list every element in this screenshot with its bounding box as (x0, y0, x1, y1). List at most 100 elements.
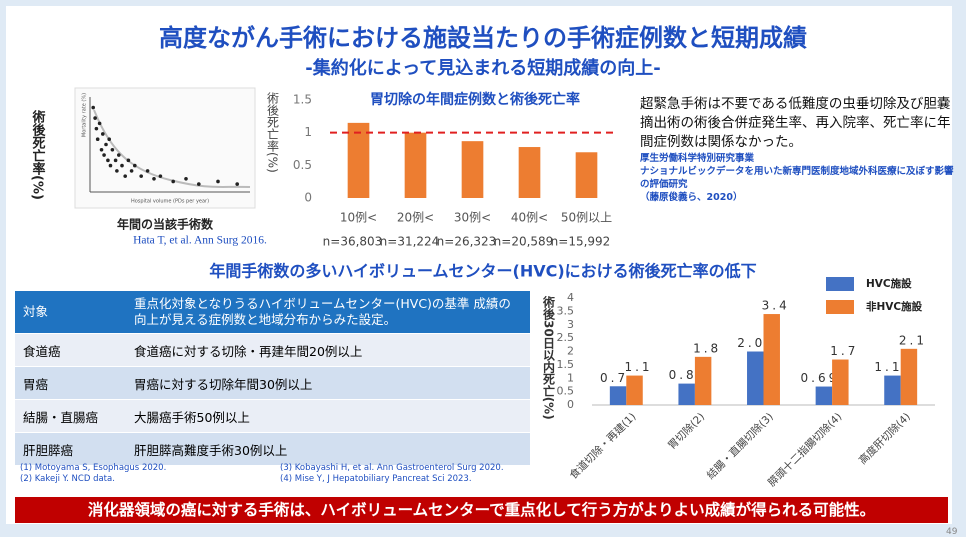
point (133, 163, 137, 168)
point (235, 182, 239, 186)
legend-label: HVC施設 (866, 277, 912, 290)
y-tick-label: 2.5 (557, 331, 575, 344)
point (97, 121, 102, 126)
bar (518, 147, 541, 198)
point (113, 158, 118, 163)
y-axis-label: Mortality rate (%) (82, 93, 88, 137)
table-cell: 食道癌 (15, 333, 126, 367)
y-tick-label: 3 (567, 318, 574, 331)
y-tick-label: 1.5 (293, 93, 312, 107)
point (158, 174, 163, 178)
legend-swatch (826, 277, 854, 291)
subtitle: -集約化によって見込まれる短期成績の向上- (305, 57, 661, 79)
value-label: 1.8 (693, 341, 721, 355)
reference: (4) Mise Y, J Hepatobiliary Pancreat Sci… (280, 474, 472, 484)
x-axis-label: Hospital volume (PDs per year) (131, 199, 209, 205)
scatter-frame (74, 87, 256, 209)
point (91, 105, 95, 110)
point (95, 137, 100, 142)
y-axis-label: 術後30日以内死亡(%) (542, 295, 556, 420)
table-cell: 食道癌に対する切除・再建年間20例以上 (126, 333, 530, 367)
table-header: 対象 重点化対象となりうるハイボリュームセンター(HVC)の基準 成績の向上が見え… (15, 290, 530, 334)
table-cell: 胃癌 (15, 366, 126, 400)
point (93, 116, 97, 120)
table-cell: 肝胆膵癌 (15, 432, 126, 465)
bar (815, 386, 833, 405)
y-tick-label: 1 (304, 125, 312, 139)
y-tick-label: 1.5 (557, 358, 575, 371)
x-tick-label: 50例以上 (561, 211, 612, 225)
bar (900, 348, 918, 405)
x-tick-label: 胃切除(2) (665, 410, 707, 452)
table-cell: 結腸・直腸癌 (15, 399, 126, 433)
bar (678, 383, 695, 405)
value-label: 1.1 (624, 360, 652, 374)
value-label: 1.7 (830, 344, 858, 358)
point (115, 169, 119, 173)
point (110, 147, 115, 152)
y-tick-label: 3.5 (557, 304, 575, 317)
point (120, 163, 124, 168)
chart-title: 胃切除の年間症例数と術後死亡率 (370, 91, 580, 108)
table-cell: 大腸癌手術50例以上 (126, 399, 530, 433)
point (102, 153, 106, 157)
source-line: 厚生労働科学特別研究事業 (640, 153, 755, 164)
value-label: 0.7 (600, 371, 628, 385)
text-block: 超緊急手術は不要である低難度の虫垂切除及び胆嚢摘出術の術後合併症発生率、再入院率… (640, 95, 962, 204)
y-tick-label: 0 (304, 191, 312, 205)
source-line: ナショナルビックデータを用いた新専門医制度地域外科医療に及ぼす影響の評価研究 (640, 166, 954, 190)
point (197, 182, 201, 186)
paragraph: 超緊急手術は不要である低難度の虫垂切除及び胆嚢摘出術の術後合併症発生率、再入院率… (640, 96, 951, 150)
x-tick-label: 食道切除・再建(1) (567, 410, 639, 482)
outer-y-label: 術後死亡率(%) (30, 109, 47, 199)
x-tick-label: 膵頭十二指腸切除(4) (765, 410, 844, 489)
point (108, 163, 113, 168)
annotation: n=36,803 (323, 235, 383, 249)
bar (694, 356, 712, 405)
point (171, 179, 175, 184)
y-axis-label: 術後死亡率(%) (266, 92, 280, 173)
annotation: n=26,323 (437, 235, 497, 249)
point (152, 177, 156, 181)
point (107, 137, 111, 142)
legend-swatch (826, 300, 854, 314)
value-label: 3.4 (762, 299, 790, 313)
point (117, 153, 121, 157)
bar (763, 314, 780, 405)
point (184, 177, 188, 181)
bar (404, 132, 427, 198)
bar (347, 122, 370, 198)
table-cell: 肝胆膵高難度手術30例以上 (126, 432, 530, 465)
bar (609, 386, 627, 405)
annotation: n=15,992 (551, 235, 611, 249)
bar (884, 375, 901, 405)
legend-label: 非HVC施設 (866, 300, 923, 313)
y-tick-label: 0.5 (557, 385, 575, 398)
table-row: 胃癌 胃癌に対する切除年間30例以上 (15, 366, 530, 400)
annotation: n=20,589 (494, 235, 554, 249)
value-label: 2.1 (899, 333, 927, 347)
y-tick-label: 0.5 (293, 158, 312, 172)
point (94, 126, 99, 131)
table-row: 結腸・直腸癌 大腸癌手術50例以上 (15, 399, 530, 433)
x-tick-label: 結腸・直腸切除(3) (704, 410, 776, 482)
point (216, 179, 220, 184)
x-tick-label: 30例< (454, 211, 491, 225)
source-line: （藤原俊義ら、2020） (640, 192, 743, 203)
bar (832, 359, 849, 405)
point (123, 174, 127, 178)
x-tick-label: 40例< (511, 211, 548, 225)
footer: 消化器領域の癌に対する手術は、ハイボリュームセンターで重点化して行う方がよりよい… (15, 497, 948, 523)
value-label: 2.0 (737, 336, 765, 350)
reference: (1) Motoyama S, Esophagus 2020. (20, 463, 167, 473)
y-tick-label: 4 (567, 291, 574, 304)
y-tick-label: 0 (567, 398, 574, 411)
table: 対象 重点化対象となりうるハイボリュームセンター(HVC)の基準 成績の向上が見え… (15, 290, 530, 465)
point (126, 158, 131, 163)
header-cell: 重点化対象となりうるハイボリュームセンター(HVC)の基準 成績の向上が見える症… (126, 290, 530, 334)
point (99, 147, 104, 152)
citation: Hata T, et al. Ann Surg 2016. (133, 235, 267, 247)
x-tick-label: 高度肝切除(4) (856, 410, 913, 467)
